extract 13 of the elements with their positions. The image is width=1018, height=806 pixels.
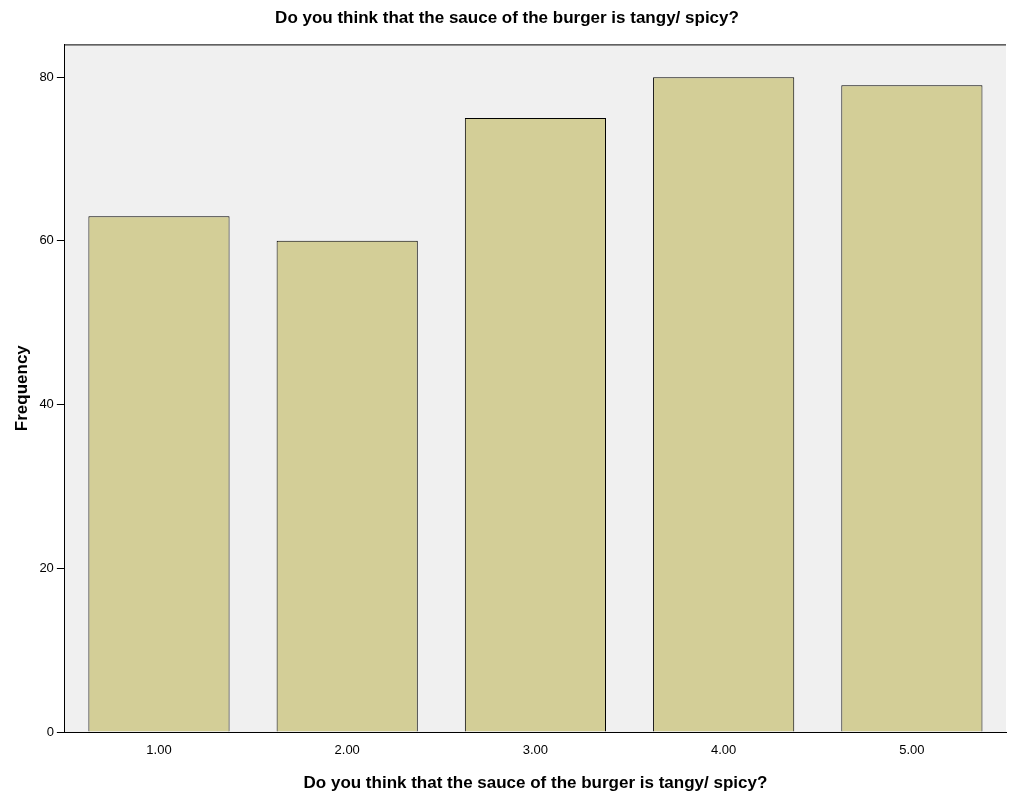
y-tick-label: 0 [46, 723, 54, 739]
y-tick-label: 80 [39, 68, 54, 84]
x-tick-label: 5.00 [899, 742, 925, 758]
x-tick-label: 3.00 [522, 742, 549, 758]
chart-title: Do you think that the sauce of the burger is tangy/ spicy? [275, 7, 739, 27]
x-tick-label: 1.00 [146, 742, 172, 758]
y-tick-label: 40 [39, 396, 54, 412]
x-axis-title: Do you think that the sauce of the burger is tangy/ spicy? [303, 773, 768, 793]
x-tick-label: 4.00 [711, 742, 737, 758]
y-tick-label: 20 [39, 559, 54, 575]
y-axis-title: Frequency [11, 344, 31, 432]
x-tick-label: 2.00 [334, 742, 360, 758]
y-tick-label: 60 [39, 232, 54, 248]
